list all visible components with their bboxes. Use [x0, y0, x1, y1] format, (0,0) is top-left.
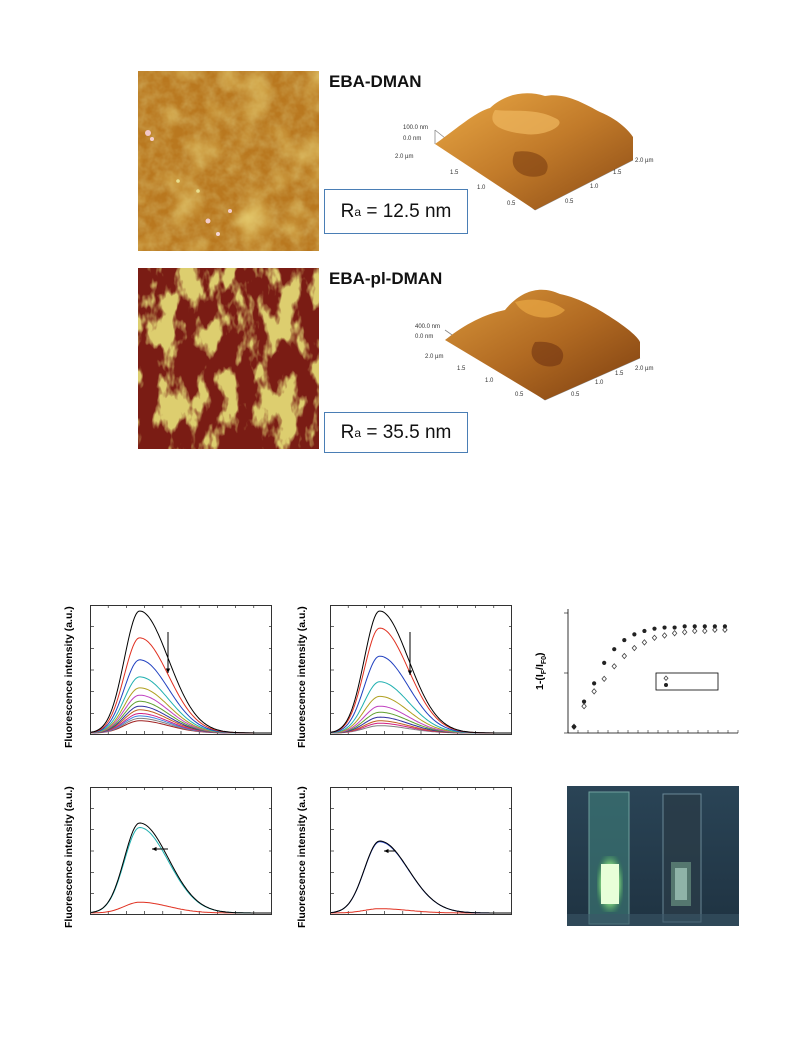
data-point-circle — [632, 632, 637, 637]
plot-bottom-middle — [330, 787, 512, 915]
data-point-diamond — [591, 688, 597, 695]
ylabel-top-middle: Fluorescence intensity (a.u.) — [296, 606, 308, 748]
plot-top-right — [564, 609, 739, 734]
data-point-diamond — [692, 627, 698, 635]
data-point-circle — [722, 624, 728, 629]
data-point-circle — [662, 625, 667, 630]
afm-3d-z-label-1: 100.0 nm — [403, 125, 428, 131]
svg-text:2.0 µm: 2.0 µm — [635, 366, 653, 372]
svg-text:1.5: 1.5 — [457, 366, 466, 372]
afm-3d-surface-2: 400.0 nm 0.0 nm 2.0 µm 1.5 1.0 0.5 2.0 µ… — [415, 289, 653, 401]
quench-arrow-head — [165, 668, 171, 673]
svg-text:1.5: 1.5 — [615, 371, 624, 377]
spectrum-line — [330, 610, 511, 734]
spectrum-line — [90, 610, 271, 734]
afm-3d-surface-1: 100.0 nm 0.0 nm 2.0 µm 1.5 1.0 0.5 2.0 µ… — [395, 93, 653, 211]
cuvette-photo — [567, 786, 739, 926]
ra-subscript: a — [354, 425, 362, 440]
spectrum-line — [90, 822, 271, 914]
legend-marker-circle — [664, 683, 668, 687]
spectrum-line — [330, 627, 511, 734]
afm-flat-image-eba-pl-dman — [138, 268, 319, 449]
data-point-diamond — [631, 644, 638, 652]
data-point-circle — [692, 624, 697, 629]
afm-title-1: EBA-DMAN — [329, 72, 422, 91]
ylabel-bottom-middle: Fluorescence intensity (a.u.) — [296, 786, 308, 928]
ylabel-quench: 1-(IF/IF0) — [534, 652, 549, 690]
data-point-circle — [652, 626, 657, 631]
data-point-diamond — [671, 630, 678, 637]
svg-text:0.5: 0.5 — [565, 199, 574, 205]
data-point-diamond — [621, 652, 628, 660]
data-point-diamond — [661, 632, 668, 639]
ra-symbol: R — [340, 200, 355, 222]
plot-frame — [330, 605, 512, 735]
data-point-circle — [642, 628, 647, 634]
data-point-circle — [682, 624, 687, 629]
svg-text:1.0: 1.0 — [590, 184, 599, 190]
ra-value: = 12.5 nm — [361, 200, 452, 222]
svg-text:0.5: 0.5 — [515, 392, 524, 398]
afm-flat-image-eba-dman — [138, 71, 319, 251]
data-point-circle — [672, 625, 677, 630]
svg-text:1.5: 1.5 — [613, 170, 622, 176]
data-point-circle — [592, 681, 597, 686]
spectrum-line — [90, 826, 271, 914]
data-point-circle — [602, 660, 607, 665]
ra-value: = 35.5 nm — [361, 421, 452, 443]
svg-text:0.5: 0.5 — [507, 201, 516, 207]
spectrum-line — [330, 841, 511, 914]
svg-text:1.0: 1.0 — [477, 185, 486, 191]
data-point-circle — [712, 624, 717, 629]
data-point-diamond — [702, 627, 708, 635]
legend-marker-diamond — [663, 675, 669, 681]
svg-text:0.0 nm: 0.0 nm — [415, 334, 433, 340]
afm-3d-surface-shape-1 — [435, 93, 633, 210]
svg-text:1.0: 1.0 — [595, 380, 604, 386]
ylabel-top-left: Fluorescence intensity (a.u.) — [63, 606, 75, 748]
svg-text:1.5: 1.5 — [450, 170, 459, 176]
data-point-diamond — [641, 639, 648, 646]
svg-text:1.0: 1.0 — [485, 378, 494, 384]
data-point-diamond — [611, 663, 617, 670]
plot-frame — [330, 787, 512, 915]
quench-arrow-head — [384, 848, 389, 854]
data-point-diamond — [601, 675, 607, 683]
data-point-diamond — [581, 702, 587, 710]
quench-arrow-head — [152, 846, 157, 852]
data-point-circle — [571, 724, 577, 729]
data-point-circle — [622, 637, 627, 643]
data-point-circle — [702, 624, 707, 629]
svg-text:400.0 nm: 400.0 nm — [415, 324, 440, 330]
plot-top-left — [90, 605, 272, 735]
ylabel-bottom-left: Fluorescence intensity (a.u.) — [63, 786, 75, 928]
plot-frame — [90, 787, 272, 915]
plot-bottom-left — [90, 787, 272, 915]
ra-symbol: R — [340, 421, 355, 443]
svg-text:2.0 µm: 2.0 µm — [635, 158, 653, 164]
svg-text:2.0 µm: 2.0 µm — [395, 154, 413, 160]
ra-subscript: a — [354, 204, 362, 219]
plot-frame — [90, 605, 272, 735]
afm-title-2: EBA-pl-DMAN — [329, 269, 443, 288]
spectrum-line — [330, 840, 511, 914]
svg-text:0.5: 0.5 — [571, 392, 580, 398]
data-point-diamond — [712, 626, 718, 634]
svg-text:2.0 µm: 2.0 µm — [425, 354, 443, 360]
legend-box — [655, 672, 719, 691]
cuvette-right — [662, 793, 702, 923]
data-point-diamond — [722, 626, 728, 634]
quench-arrow-head — [407, 670, 413, 675]
data-point-circle — [612, 647, 617, 652]
data-point-diamond — [651, 634, 658, 642]
data-point-circle — [581, 699, 587, 704]
afm-3d-z0-label-1: 0.0 nm — [403, 136, 421, 142]
data-point-diamond — [681, 628, 688, 636]
plot-top-middle — [330, 605, 512, 735]
